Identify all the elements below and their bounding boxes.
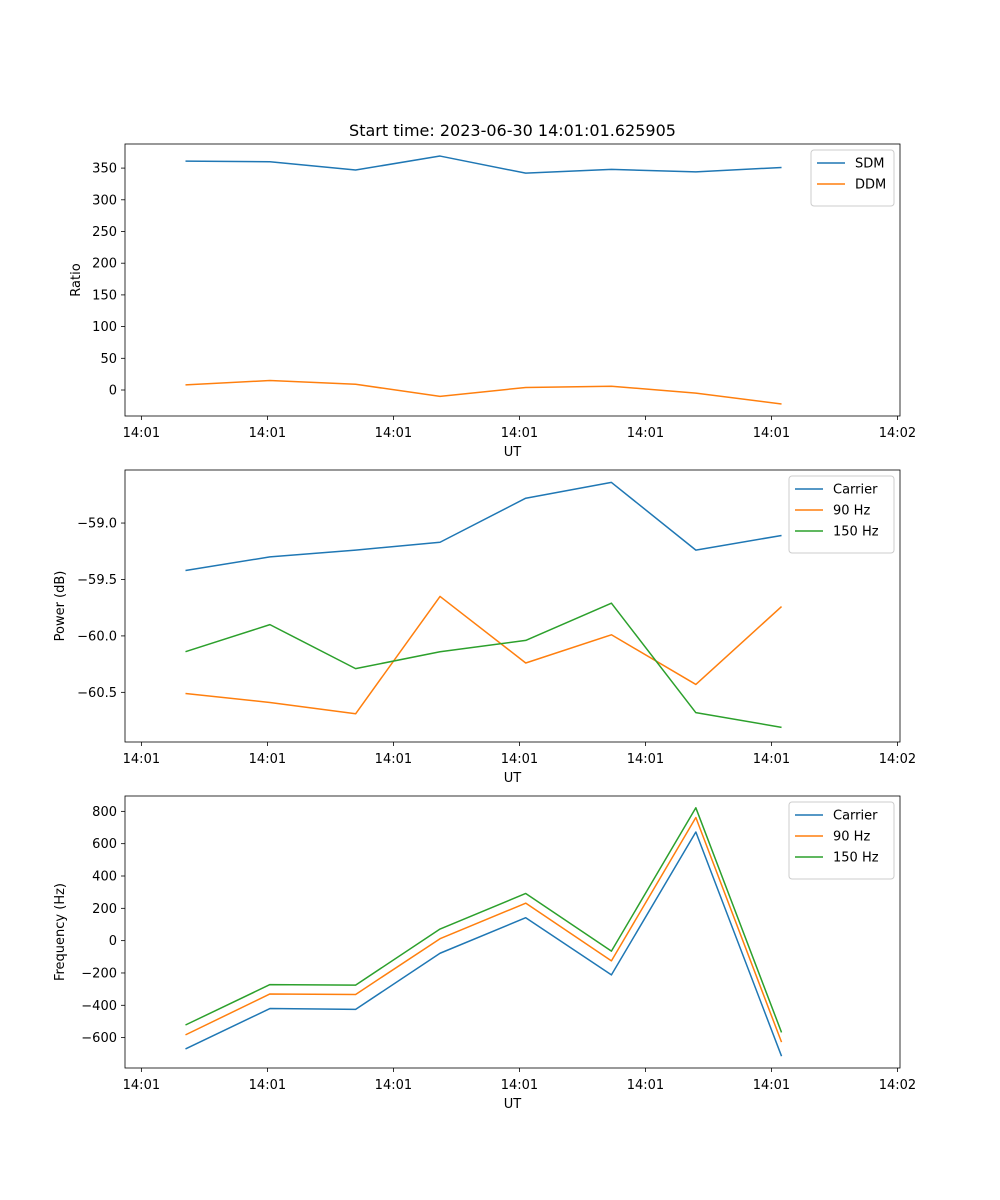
x-tick-label: 14:02 <box>879 1078 916 1093</box>
y-tick-label: 150 <box>92 288 117 303</box>
legend-label: 90 Hz <box>833 830 870 845</box>
y-tick-label: 200 <box>92 257 117 272</box>
axes-frame <box>124 795 901 1069</box>
series-lines <box>185 481 783 729</box>
legend-box <box>788 801 895 880</box>
series-lines <box>185 155 782 405</box>
legend-label: SDM <box>855 157 884 172</box>
x-tick-label: 14:01 <box>627 752 664 767</box>
series-line-150-hz <box>185 807 783 1033</box>
y-tick-label: 50 <box>100 352 117 367</box>
x-tick-label: 14:02 <box>879 752 916 767</box>
series-line-carrier <box>185 481 782 572</box>
y-tick-label: 0 <box>109 384 117 399</box>
figure-title: Start time: 2023-06-30 14:01:01.625905 <box>349 121 676 140</box>
x-tick-label: 14:01 <box>375 426 412 441</box>
y-tick-label: 200 <box>92 902 117 917</box>
y-axis-label: Power (dB) <box>53 571 68 642</box>
x-tick-label: 14:01 <box>249 752 286 767</box>
chart-panel-power: 14:01 14:01 14:01 14:01 14:01 14:01 14:02 −60.5… <box>53 469 916 786</box>
x-axis-label: UT <box>504 771 522 786</box>
chart-panel-frequency: 14:01 14:01 14:01 14:01 14:01 14:01 14:02 −600 −… <box>53 795 916 1112</box>
y-tick-label: −60.5 <box>77 686 117 701</box>
y-axis-label: Frequency (Hz) <box>53 883 68 981</box>
panels: 14:01 14:01 14:01 14:01 14:01 14:01 14:02 0 50 10… <box>53 143 916 1112</box>
series-line-90-hz <box>185 595 783 715</box>
legend-label: 150 Hz <box>833 525 879 540</box>
x-tick-label: 14:01 <box>123 1078 160 1093</box>
x-tick-label: 14:01 <box>375 752 412 767</box>
x-tick-label: 14:01 <box>627 426 664 441</box>
x-tick-label: 14:01 <box>753 752 790 767</box>
legend: SDM DDM <box>810 149 895 207</box>
y-tick-label: 0 <box>109 934 117 949</box>
series-line-ddm <box>185 379 782 405</box>
y-tick-label: 100 <box>92 320 117 335</box>
series-line-90-hz <box>185 816 783 1043</box>
series-line-150-hz <box>185 602 782 729</box>
x-tick-label: 14:01 <box>375 1078 412 1093</box>
y-tick-label: 600 <box>92 837 117 852</box>
legend-label: DDM <box>855 178 886 193</box>
x-tick-label: 14:01 <box>501 752 538 767</box>
legend-box <box>810 149 895 207</box>
y-tick-label: 350 <box>92 162 117 177</box>
x-tick-label: 14:01 <box>753 1078 790 1093</box>
y-tick-label: −59.5 <box>77 573 117 588</box>
legend-label: 150 Hz <box>833 851 879 866</box>
y-tick-label: −400 <box>81 999 117 1014</box>
legend: Carrier 90 Hz 150 Hz <box>788 801 895 880</box>
legend-label: Carrier <box>833 809 878 824</box>
y-tick-label: −600 <box>81 1031 117 1046</box>
x-tick-label: 14:01 <box>123 426 160 441</box>
x-tick-label: 14:01 <box>123 752 160 767</box>
y-tick-label: −200 <box>81 966 117 981</box>
y-axis-label: Ratio <box>69 263 84 296</box>
y-tick-label: −59.0 <box>77 517 117 532</box>
axes-frame <box>124 143 901 417</box>
y-tick-label: 300 <box>92 193 117 208</box>
legend-box <box>788 475 895 554</box>
x-tick-label: 14:01 <box>501 1078 538 1093</box>
x-tick-label: 14:01 <box>753 426 790 441</box>
x-tick-label: 14:01 <box>501 426 538 441</box>
x-tick-label: 14:02 <box>879 426 916 441</box>
x-axis-label: UT <box>504 445 522 460</box>
y-tick-label: 400 <box>92 870 117 885</box>
legend: Carrier 90 Hz 150 Hz <box>788 475 895 554</box>
y-tick-label: 250 <box>92 225 117 240</box>
axes-frame <box>124 469 901 743</box>
series-lines <box>185 807 783 1057</box>
x-tick-label: 14:01 <box>249 426 286 441</box>
y-tick-label: 800 <box>92 805 117 820</box>
x-axis-label: UT <box>504 1097 522 1112</box>
series-line-sdm <box>185 155 782 174</box>
x-tick-label: 14:01 <box>627 1078 664 1093</box>
y-tick-label: −60.0 <box>77 629 117 644</box>
x-tick-label: 14:01 <box>249 1078 286 1093</box>
chart-panel-ratio: 14:01 14:01 14:01 14:01 14:01 14:01 14:02 0 50 10… <box>69 143 916 460</box>
legend-label: Carrier <box>833 483 878 498</box>
series-line-carrier <box>185 831 783 1057</box>
legend-label: 90 Hz <box>833 504 870 519</box>
